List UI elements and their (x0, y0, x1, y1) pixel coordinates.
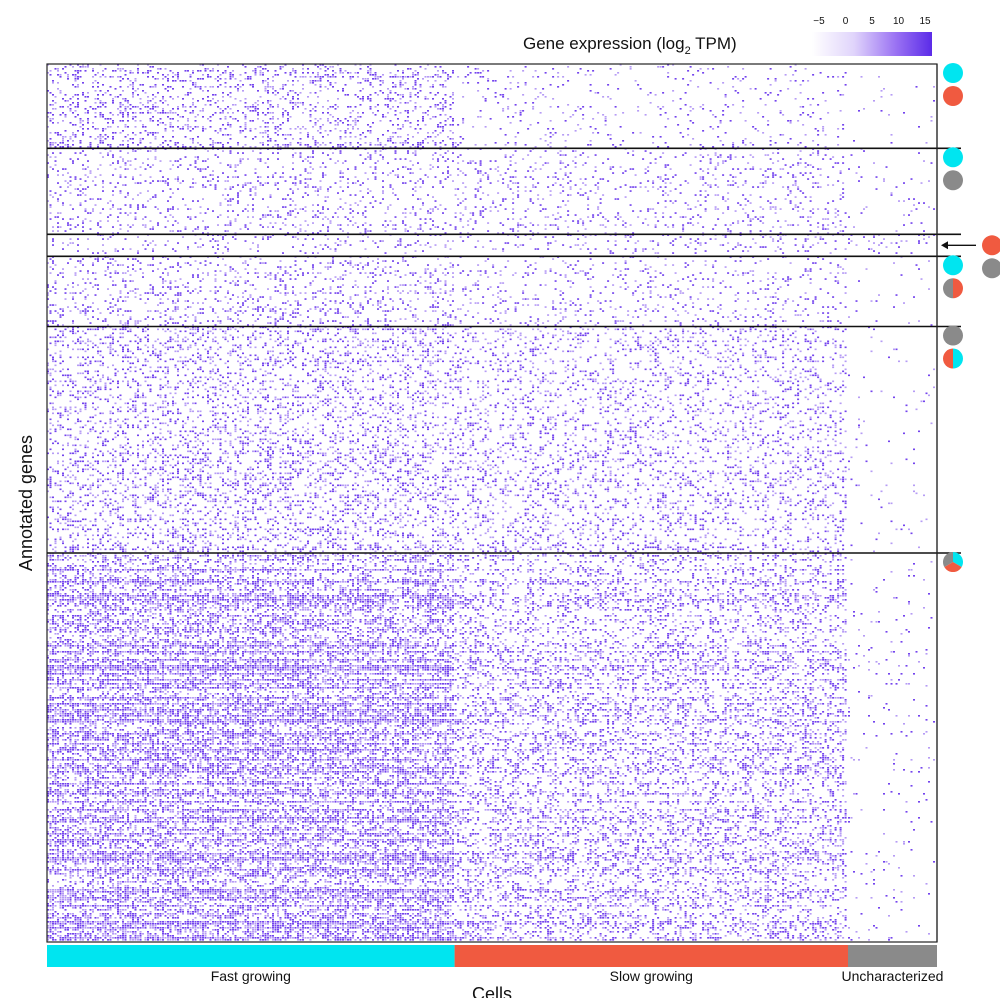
heatmap-cell-block (47, 553, 454, 941)
marker-segment (943, 325, 963, 346)
colorbar-tick-label: −5 (813, 16, 825, 27)
heatmap-cell-block (47, 148, 454, 234)
marker-segment (943, 86, 963, 106)
cluster-marker (943, 170, 963, 191)
y-axis-label: Annotated genes (16, 435, 36, 571)
cluster-marker (982, 235, 1000, 256)
cell-group-labels: Fast growing Slow growing Uncharacterized (211, 968, 944, 984)
heatmap-cell-block-light (47, 256, 454, 326)
heatmap-cell-block-light (454, 64, 845, 148)
heatmap-cell-block (848, 563, 935, 941)
marker-segment (953, 278, 963, 299)
marker-segment (944, 562, 962, 573)
cluster-marker (943, 86, 963, 106)
marker-segment (943, 278, 953, 299)
heatmap-cell-block (855, 264, 933, 326)
arrow-head (941, 241, 948, 250)
heatmap-cell-block (454, 326, 847, 553)
cluster-marker (943, 278, 963, 299)
heatmap-cell-block-light (860, 76, 935, 144)
cluster-separators (47, 147, 961, 554)
marker-segment (943, 170, 963, 191)
heatmap-cell-block-light (848, 559, 935, 941)
cluster-marker (943, 552, 963, 573)
colorbar-title: Gene expression (log2 TPM) (523, 34, 737, 57)
cluster-marker (943, 325, 963, 346)
marker-segment (943, 552, 953, 568)
cluster-markers (943, 63, 1000, 573)
heatmap-cell-block (52, 234, 442, 254)
cluster-marker (982, 258, 1000, 279)
heatmap-cell-block-light (47, 64, 454, 148)
heatmap-cell-block-light (454, 148, 845, 234)
heatmap-cell-block-light (853, 148, 930, 232)
colorbar-tick-label: 0 (843, 16, 849, 27)
marker-segment (943, 147, 963, 168)
colorbar-tick-label: 10 (893, 16, 905, 27)
heatmap-cell-block-light (454, 553, 847, 941)
x-axis-label: Cells (472, 984, 512, 998)
marker-segment (943, 63, 963, 83)
colorbar-tick-label: 5 (869, 16, 875, 27)
heatmap-cell-block (848, 150, 935, 232)
cluster-marker (943, 348, 963, 369)
arrow-annotation (941, 241, 976, 250)
heatmap-cell-block (454, 256, 847, 326)
marker-segment (943, 255, 963, 276)
marker-segment (982, 258, 1000, 279)
marker-segment (943, 348, 953, 369)
heatmap-cells (47, 64, 935, 941)
colorbar: Gene expression (log2 TPM) −5 0 5 10 15 (523, 16, 932, 57)
colorbar-ticks: −5 0 5 10 15 (813, 16, 931, 27)
heatmap-cell-block (848, 326, 930, 547)
cell-group-segment (454, 945, 848, 967)
colorbar-title-prefix: Gene expression (log (523, 34, 685, 53)
heatmap-cell-block (853, 86, 935, 144)
cluster-marker (943, 255, 963, 276)
heatmap-cell-block-light (848, 336, 935, 553)
heatmap-cell-block-light (47, 553, 454, 941)
cluster-marker (943, 147, 963, 168)
heatmap-cell-block-light (848, 256, 930, 324)
heatmap-cell-block (47, 326, 454, 553)
marker-segment (953, 552, 963, 568)
cell-group-label: Slow growing (610, 968, 693, 984)
colorbar-gradient (812, 32, 932, 56)
marker-segment (953, 348, 963, 369)
heatmap-cell-block (47, 64, 454, 148)
heatmap-cell-block-light (47, 326, 454, 553)
cell-group-label: Fast growing (211, 968, 291, 984)
cell-group-label: Uncharacterized (842, 968, 944, 984)
colorbar-tick-label: 15 (919, 16, 931, 27)
heatmap-cell-block-light (454, 256, 847, 326)
heatmap-cell-block-light (850, 234, 930, 250)
colorbar-title-sub: 2 (685, 45, 691, 57)
heatmap-cell-block (47, 256, 454, 326)
cell-group-segment (47, 945, 455, 967)
heatmap-cell-block (454, 148, 847, 234)
cluster-marker (943, 63, 963, 83)
cell-group-bar (47, 945, 937, 967)
colorbar-title-suffix: TPM) (691, 34, 737, 53)
heatmap-cell-block (848, 234, 935, 254)
cell-group-segment (848, 945, 937, 967)
marker-segment (982, 235, 1000, 256)
